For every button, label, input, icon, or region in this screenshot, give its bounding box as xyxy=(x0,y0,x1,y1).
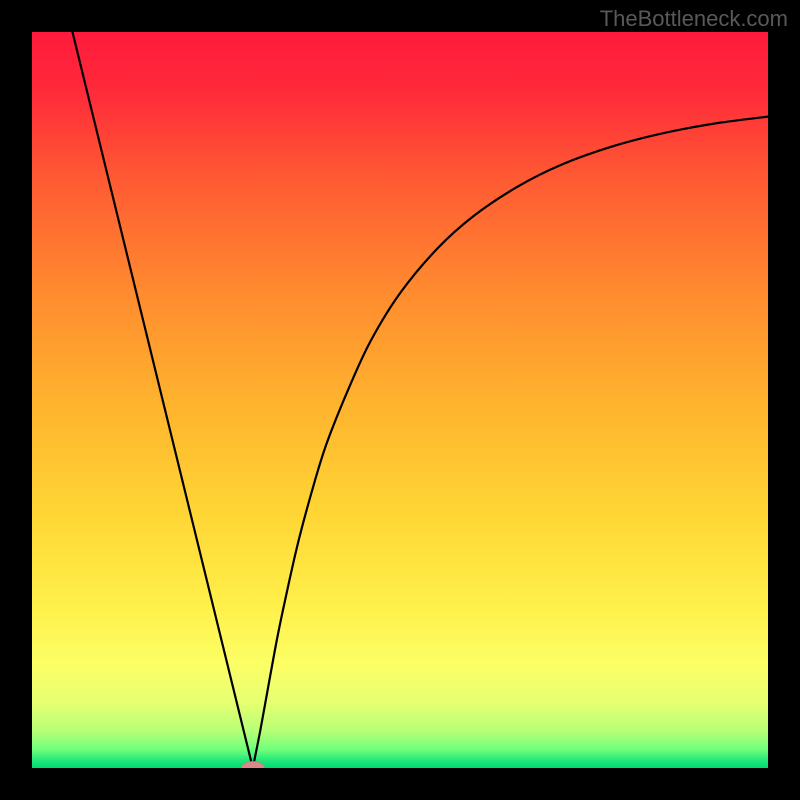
chart-frame: TheBottleneck.com xyxy=(0,0,800,800)
bottleneck-chart xyxy=(0,0,800,800)
watermark-text: TheBottleneck.com xyxy=(600,6,788,32)
plot-background xyxy=(32,32,768,768)
